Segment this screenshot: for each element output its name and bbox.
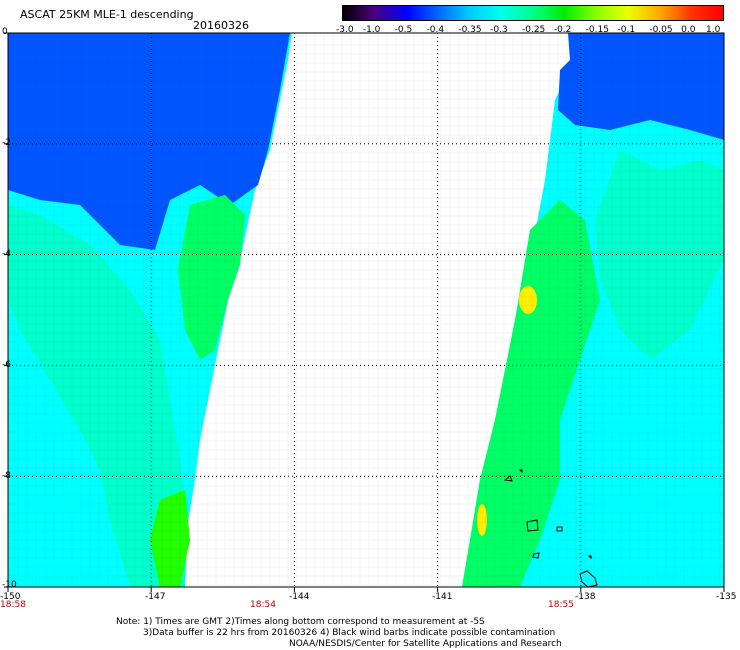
lon-label-144: -144 [289, 592, 310, 602]
color-scale-label: 1.0 [706, 25, 721, 35]
lat-label-8: -8 [2, 471, 11, 481]
lat-label-2: -2 [2, 138, 11, 148]
color-scale-label: -0.4 [426, 25, 445, 35]
color-scale-label: -0.25 [522, 25, 546, 35]
color-scale-label: -0.15 [585, 25, 609, 35]
color-scale-label: -3.0 [336, 25, 354, 35]
axis-ticks [4, 32, 725, 592]
graticule [8, 33, 724, 587]
lat-label-0: 0 [2, 27, 8, 37]
color-scale-label: -0.05 [649, 25, 673, 35]
note-line-2: 3)Data buffer is 22 hrs from 20160326 4)… [143, 628, 556, 638]
time-label-mid: 18:54 [250, 600, 276, 610]
lon-label-141: -141 [432, 592, 453, 602]
lat-label-6: -6 [2, 360, 11, 370]
color-scale-label: -0.5 [394, 25, 413, 35]
color-scale-label: -0.1 [617, 25, 636, 35]
east-swath [8, 33, 724, 587]
note-line-3: NOAA/NESDIS/Center for Satellite Applica… [289, 639, 562, 649]
time-label-west: 18:58 [0, 600, 26, 610]
time-label-east: 18:55 [548, 600, 574, 610]
map-title: ASCAT 25KM MLE-1 descending [20, 8, 194, 21]
color-scale-label: -0.3 [490, 25, 508, 35]
lon-label-150: -150 [0, 592, 21, 602]
island-outlines [503, 469, 598, 587]
lon-label-147: -147 [145, 592, 166, 602]
color-scale-label: -0.2 [553, 25, 572, 35]
lat-label-10: -10 [2, 580, 17, 590]
note-line-1: Note: 1) Times are GMT 2)Times along bot… [116, 617, 485, 627]
lon-label-135: -135 [716, 592, 737, 602]
color-scale-bar [342, 5, 724, 21]
color-scale-label: -0.35 [458, 25, 482, 35]
color-scale-label: -1.0 [362, 25, 381, 35]
plot-frame [7, 32, 725, 588]
map-date: 20160326 [193, 19, 249, 32]
lat-label-4: -4 [2, 249, 11, 259]
color-scale-label: 0.0 [681, 25, 696, 35]
lon-label-138: -138 [575, 592, 596, 602]
